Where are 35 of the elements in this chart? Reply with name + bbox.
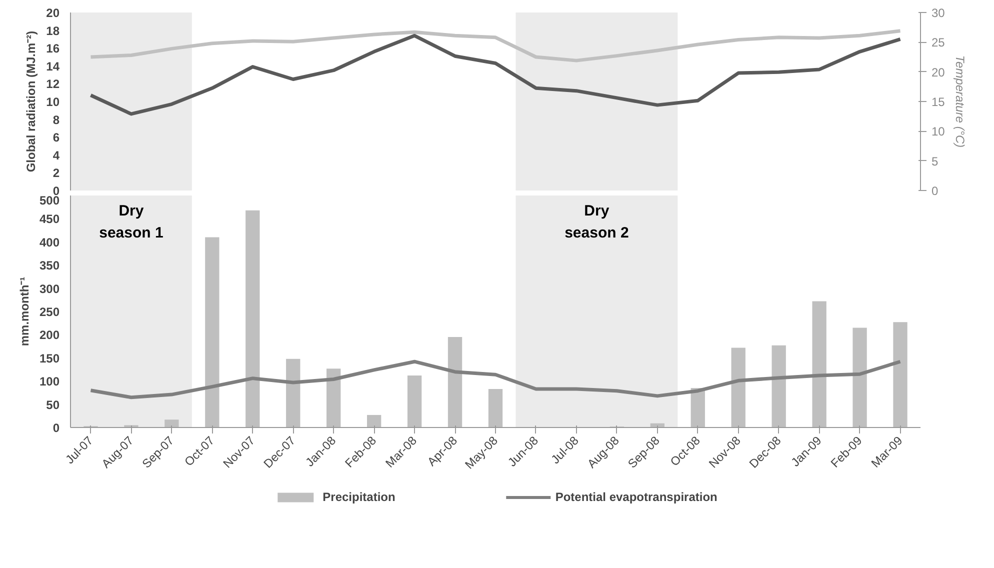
y-tick-label: 16 — [46, 42, 60, 56]
y-tick-label: 350 — [39, 258, 60, 273]
legend-label: Precipitation — [322, 490, 396, 504]
y-tick-label: 8 — [52, 112, 60, 127]
band-label: Dry season 2 — [564, 202, 629, 242]
y2-tick-label: 5 — [932, 154, 938, 168]
y-tick-label: 150 — [39, 351, 60, 366]
y-tick-label: 2 — [52, 166, 60, 180]
y-tick-label: 6 — [52, 130, 60, 145]
y-tick-label: 10 — [46, 95, 60, 109]
y-tick-label: 200 — [39, 328, 60, 342]
y-tick-label: 300 — [39, 282, 60, 296]
y2-tick-label: 20 — [932, 65, 946, 80]
y-tick-label: 0 — [52, 421, 60, 435]
y-tick-label: 20 — [46, 6, 60, 20]
legend-label: Potential evapotranspiration — [555, 490, 718, 504]
y2-tick-label: 0 — [932, 184, 938, 198]
y2-tick-label: 10 — [932, 124, 946, 139]
y-tick-label: 50 — [46, 398, 60, 412]
y2-tick-label: 25 — [932, 36, 946, 50]
y-tick-label: 18 — [46, 24, 60, 38]
y-tick-label: 100 — [39, 374, 60, 389]
y-axis-title: Global radiation (MJ.m⁻²) — [24, 30, 38, 172]
y-tick-label: 500 — [39, 194, 60, 208]
y2-tick-label: 15 — [932, 95, 946, 109]
y-tick-label: 12 — [46, 77, 60, 92]
y-tick-label: 250 — [39, 305, 60, 319]
y-tick-label: 400 — [39, 235, 60, 250]
y-tick-label: 4 — [52, 148, 60, 162]
y2-tick-label: 30 — [932, 6, 946, 20]
y2-axis-title: Temperature (°C) — [952, 55, 967, 148]
y-axis-title: mm.month⁻¹ — [17, 276, 32, 346]
y-tick-label: 450 — [39, 212, 60, 226]
band-label: Dry season 1 — [99, 202, 164, 242]
y-tick-label: 14 — [46, 59, 60, 74]
